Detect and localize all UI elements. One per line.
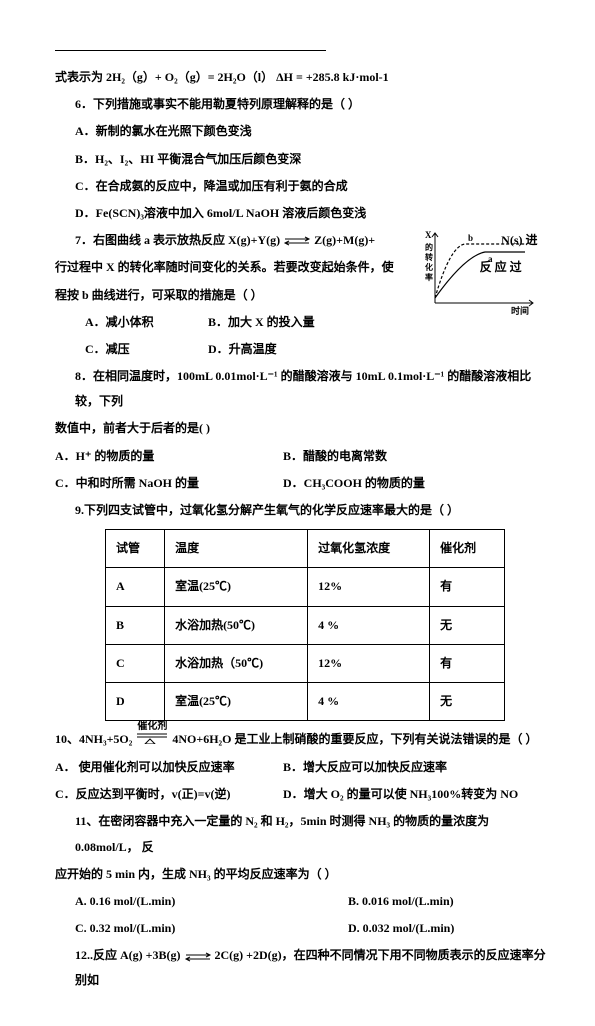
td: 室温(25℃) [165, 568, 308, 606]
q11-line1: 11、在密闭容器中充入一定量的 N₂ 和 H₂，5min 时测得 NH₃ 的物质… [55, 809, 547, 859]
svg-text:a: a [488, 254, 493, 264]
td: 有 [430, 644, 505, 682]
td: 室温(25℃) [165, 682, 308, 720]
q8-optsCD: C．中和时所需 NaOH 的量 D．CH₃COOH 的物质的量 [55, 471, 547, 496]
th-2: 过氧化氢浓度 [308, 530, 430, 568]
q8-optC: C．中和时所需 NaOH 的量 [55, 471, 280, 496]
q11-optD: D. 0.032 mol/(L.min) [348, 921, 454, 935]
td: 无 [430, 606, 505, 644]
q10-l1a: 10、4NH₃+5O₂ [55, 732, 132, 746]
q8-line2: 数值中，前者大于后者的是( ) [55, 416, 547, 441]
q7-l2a: 行过程中 X 的转化率随时间变化的关系。若要改变起始条件，使 [55, 260, 394, 274]
svg-text:b: b [468, 233, 473, 243]
q7-l1b: Z(g)+M(g)+ [314, 233, 375, 247]
table-row: C水浴加热（50℃)12%有 [106, 644, 505, 682]
q7-optC: C．减压 [85, 337, 205, 362]
td: 4 % [308, 606, 430, 644]
q11-optA: A. 0.16 mol/(L.min) [75, 889, 345, 914]
svg-text:率: 率 [425, 272, 433, 282]
q7-optA: A．减小体积 [85, 310, 205, 335]
q6-optC: C．在合成氨的反应中，降温或加压有利于氨的合成 [55, 174, 547, 199]
q6-optA: A．新制的氯水在光照下颜色变浅 [55, 119, 547, 144]
q11-line2: 应开始的 5 min 内，生成 NH₃ 的平均反应速率为（ ） [55, 862, 547, 887]
catalyst-label: 催化剂 [135, 716, 169, 737]
equation-line: 式表示为 2H₂（g）+ O₂（g）= 2H₂O（l） ΔH = +285.8 … [55, 65, 547, 90]
q12-l1a: 12..反应 A(g) +3B(g) [75, 948, 181, 962]
svg-text:X: X [425, 230, 432, 240]
q8-optB: B．醋酸的电离常数 [283, 449, 387, 463]
q8-optD: D．CH₃COOH 的物质的量 [283, 476, 425, 490]
th-3: 催化剂 [430, 530, 505, 568]
q7-optD: D．升高温度 [208, 342, 277, 356]
q10-optsAB: A． 使用催化剂可以加快反应速率 B．增大反应可以加快反应速率 [55, 755, 547, 780]
td: 水浴加热(50℃) [165, 606, 308, 644]
th-1: 温度 [165, 530, 308, 568]
equil-arrow-icon [283, 236, 311, 246]
svg-text:的: 的 [425, 242, 433, 252]
q10-line1: 10、4NH₃+5O₂ 催化剂 4NO+6H₂O 是工业上制硝酸的重要反应，下列… [55, 727, 547, 753]
q10-optA: A． 使用催化剂可以加快反应速率 [55, 755, 280, 780]
td: 水浴加热（50℃) [165, 644, 308, 682]
q10-optD: D．增大 O₂ 的量可以使 NH₃100%转变为 NO [283, 787, 518, 801]
svg-text:转: 转 [425, 252, 433, 262]
q11-optC: C. 0.32 mol/(L.min) [75, 916, 345, 941]
q7-l1a: 7．右图曲线 a 表示放热反应 X(g)+Y(g) [75, 233, 280, 247]
q7-optB: B．加大 X 的投入量 [208, 315, 315, 329]
svg-text:化: 化 [425, 262, 433, 272]
q10-optC: C．反应达到平衡时，v(正)=v(逆) [55, 782, 280, 807]
td: 4 % [308, 682, 430, 720]
q8-optA: A．H⁺ 的物质的量 [55, 444, 280, 469]
th-0: 试管 [106, 530, 165, 568]
td: B [106, 606, 165, 644]
q11-optsCD: C. 0.32 mol/(L.min) D. 0.032 mol/(L.min) [55, 916, 547, 941]
q12-line1: 12..反应 A(g) +3B(g) 2C(g) +2D(g)，在四种不同情况下… [55, 943, 547, 993]
q7-optsCD: C．减压 D．升高温度 [55, 337, 547, 362]
q6-optB: B．H₂、I₂、HI 平衡混合气加压后颜色变深 [55, 147, 547, 172]
td: C [106, 644, 165, 682]
td: 有 [430, 568, 505, 606]
table-row: A室温(25℃)12%有 [106, 568, 505, 606]
td: 12% [308, 568, 430, 606]
td: A [106, 568, 165, 606]
q9-table: 试管 温度 过氧化氢浓度 催化剂 A室温(25℃)12%有 B水浴加热(50℃)… [105, 529, 505, 721]
td: 无 [430, 682, 505, 720]
table-row: B水浴加热(50℃)4 %无 [106, 606, 505, 644]
q8-optsAB: A．H⁺ 的物质的量 B．醋酸的电离常数 [55, 444, 547, 469]
q10-l1b: 4NO+6H₂O 是工业上制硝酸的重要反应，下列有关说法错误的是（ ） [172, 732, 537, 746]
td: 12% [308, 644, 430, 682]
header-rule [55, 50, 326, 51]
graph-xlabel: 时间 [511, 305, 529, 316]
equil-arrow-icon [184, 952, 212, 962]
conversion-graph: b a 时间 X 的 转 化 率 [425, 228, 540, 318]
q10-optsCD: C．反应达到平衡时，v(正)=v(逆) D．增大 O₂ 的量可以使 NH₃100… [55, 782, 547, 807]
q11-optsAB: A. 0.16 mol/(L.min) B. 0.016 mol/(L.min) [55, 889, 547, 914]
q11-optB: B. 0.016 mol/(L.min) [348, 894, 454, 908]
q8-line1: 8．在相同温度时，100mL 0.01mol·L⁻¹ 的醋酸溶液与 10mL 0… [55, 364, 547, 414]
q9-stem: 9.下列四支试管中，过氧化氢分解产生氧气的化学反应速率最大的是（ ） [55, 498, 547, 523]
q10-optB: B．增大反应可以加快反应速率 [283, 760, 447, 774]
q6-stem: 6．下列措施或事实不能用勒夏特列原理解释的是（ ） [55, 92, 547, 117]
table-row-header: 试管 温度 过氧化氢浓度 催化剂 [106, 530, 505, 568]
q6-optD: D．Fe(SCN)₃溶液中加入 6mol/L NaOH 溶液后颜色变浅 [55, 201, 547, 226]
